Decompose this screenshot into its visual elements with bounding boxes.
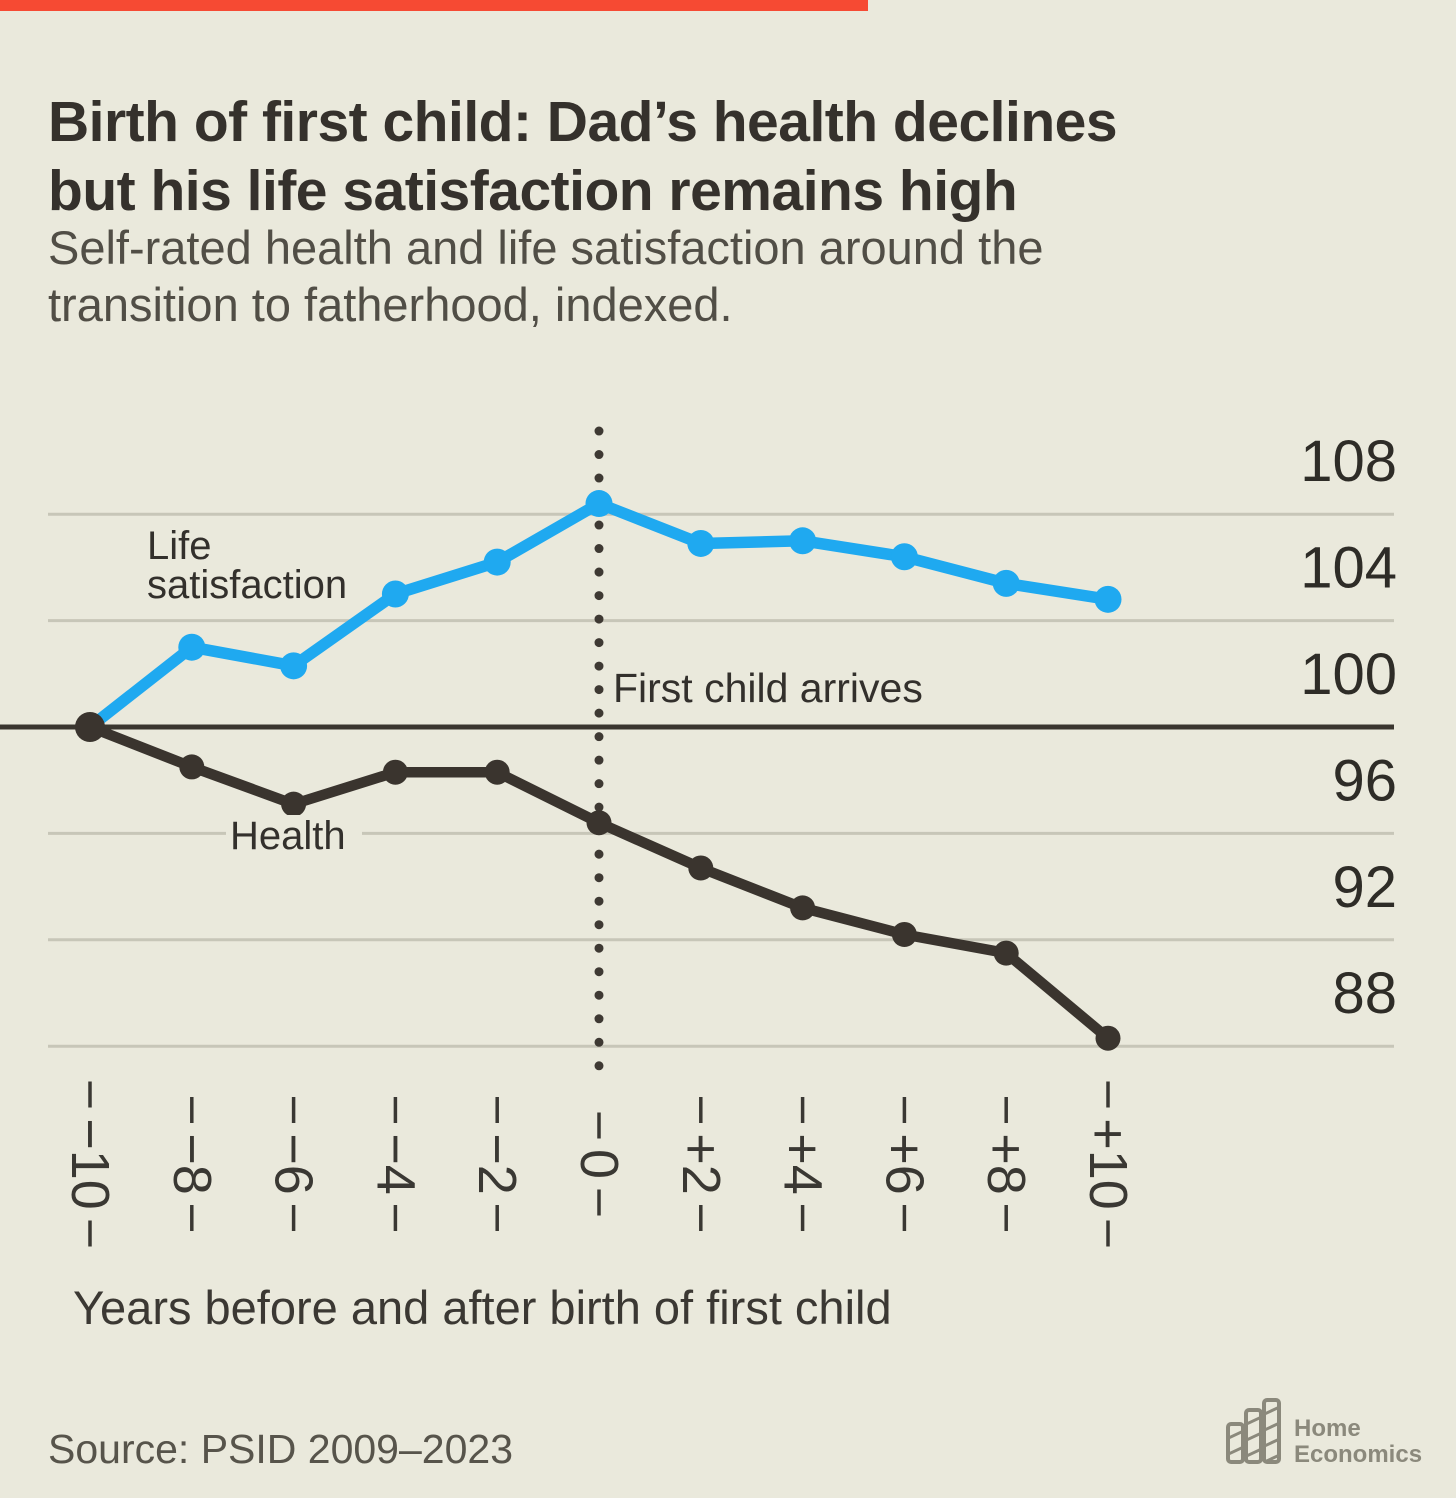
health-point-10 [1095,1025,1121,1051]
first-child-annotation: First child arrives [613,665,923,711]
life-satisfaction-point-6 [890,543,918,571]
x-axis-label-8: +8 [976,1133,1036,1195]
y-axis-label-92: 92 [1332,855,1397,920]
title-line-2: but his life satisfaction remains high [48,159,1018,224]
life-satisfaction-point-10 [1094,585,1122,613]
health-point--2 [484,759,510,785]
subtitle-line-1: Self-rated health and life satisfaction … [48,221,1044,274]
health-point-6 [891,921,917,947]
x-axis-label--8: −8 [162,1133,222,1195]
health-point--4 [382,759,408,785]
y-axis-label-104: 104 [1300,536,1397,601]
health-point--6 [281,791,307,817]
life-satisfaction-point--4 [381,580,409,608]
life-satisfaction-point--6 [280,652,308,680]
bar-chart-logo-icon [1226,1398,1281,1464]
x-axis-label--2: −2 [467,1133,527,1195]
health-point-8 [993,940,1019,966]
y-axis-label-100: 100 [1300,642,1397,707]
title-line-1: Birth of first child: Dad’s health decli… [48,90,1118,155]
x-axis-label--6: −6 [264,1133,324,1195]
reading-progress-bar [0,0,868,11]
life-satisfaction-point-2 [687,529,715,557]
health-point-0 [586,810,612,836]
health-point-4 [790,895,816,921]
subtitle-line-2: transition to fatherhood, indexed. [48,278,733,331]
x-axis-label--4: −4 [365,1133,425,1195]
start-point [75,712,105,742]
life-satisfaction-series-label: Life satisfaction [147,524,348,607]
source-note: Source: PSID 2009–2023 [48,1426,513,1472]
life-satisfaction-point--2 [483,548,511,576]
life-satisfaction-point-8 [992,569,1020,597]
health-point--8 [179,754,205,780]
x-axis-label-10: +10 [1078,1118,1138,1210]
chart-subtitle: Self-rated health and life satisfaction … [48,219,1043,333]
life-satisfaction-point--8 [178,633,206,661]
y-axis-label-108: 108 [1300,429,1397,494]
life-satisfaction-point-4 [789,527,817,555]
y-axis-label-88: 88 [1332,961,1397,1026]
home-economics-logo: Home Economics [1226,1398,1422,1468]
x-axis-label-4: +4 [773,1133,833,1195]
logo-wordmark: Home Economics [1294,1415,1423,1468]
page-title: Birth of first child: Dad’s health decli… [48,88,1118,226]
x-axis-label-0: 0 [569,1149,629,1179]
x-axis-label-6: +6 [874,1133,934,1195]
x-axis-title: Years before and after birth of first ch… [73,1281,892,1334]
health-point-2 [688,855,714,881]
x-axis-label-2: +2 [671,1133,731,1195]
life-satisfaction-point-0 [585,490,613,518]
x-axis-label--10: −10 [60,1118,120,1210]
y-axis-label-96: 96 [1332,748,1397,813]
health-series-label: Health [226,815,362,860]
